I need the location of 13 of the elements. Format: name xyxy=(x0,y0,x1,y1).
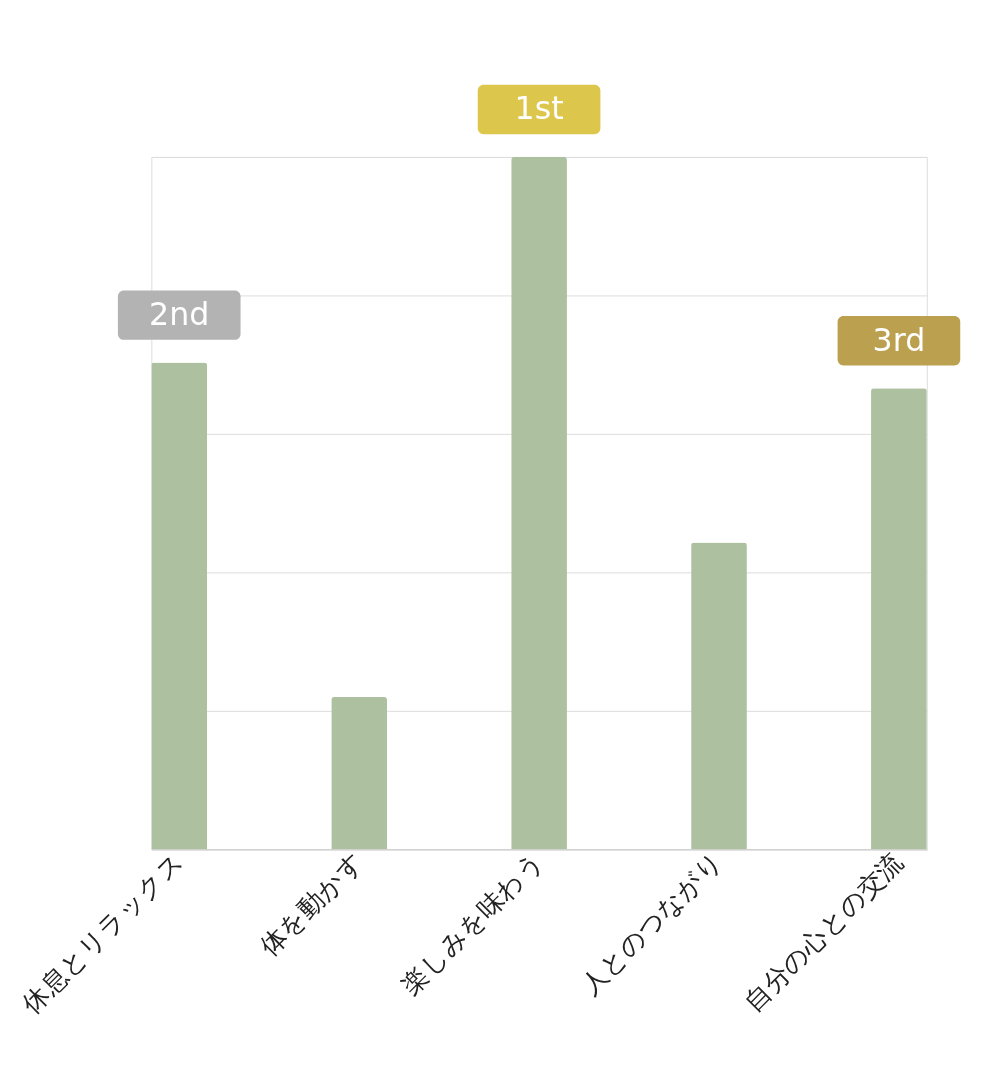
annotation: 1st xyxy=(514,90,564,127)
x-tick-label: 体を動かす xyxy=(253,846,369,962)
bar xyxy=(331,697,388,850)
bar xyxy=(151,362,208,850)
x-tick-label: 人とのつながり xyxy=(574,846,729,1001)
bar xyxy=(691,542,747,850)
annotation: 2nd xyxy=(149,296,210,332)
annotation: 3rd xyxy=(872,321,926,358)
bar xyxy=(511,156,567,850)
x-tick-label: 自分の心との交流 xyxy=(738,846,909,1017)
bar xyxy=(871,388,927,850)
x-tick-label: 休息とリラックス xyxy=(16,846,190,1019)
x-tick-label: 楽しみを味わう xyxy=(395,846,549,1000)
